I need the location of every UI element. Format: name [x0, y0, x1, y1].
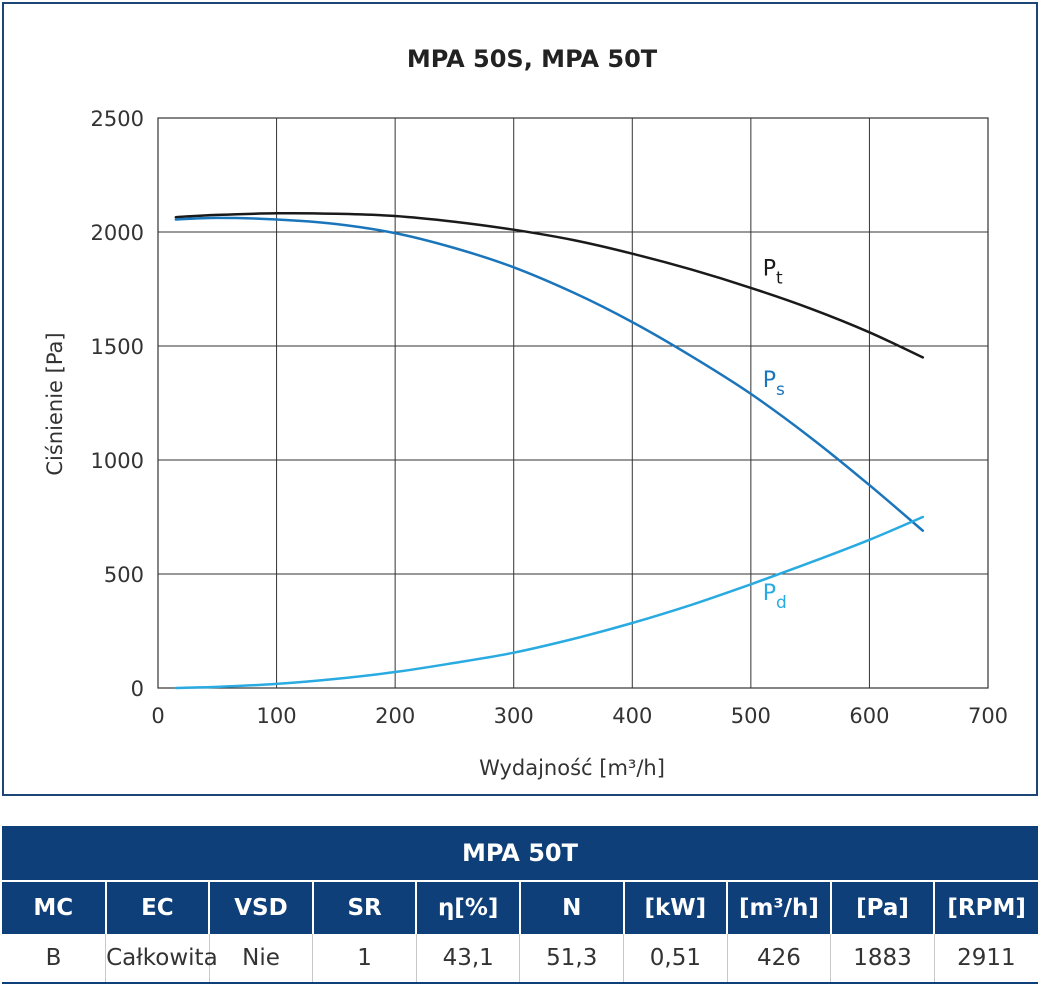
header-rpm: [RPM] — [934, 881, 1038, 934]
header-vsd: VSD — [209, 881, 314, 934]
header-mc: MC — [2, 881, 107, 934]
tick-layer: 0 100 200 300 400 500 600 700 0 500 1000 1500 2000 25… — [91, 107, 1009, 728]
cell-sr: 1 — [312, 934, 417, 984]
chart-title: MPA 50S, MPA 50T — [407, 45, 658, 73]
x-tick-label: 700 — [968, 704, 1008, 728]
cell-mc: B — [2, 934, 107, 984]
cell-vsd: Nie — [209, 934, 314, 984]
cell-pressure: 1883 — [830, 934, 935, 984]
cell-rpm: 2911 — [934, 934, 1038, 984]
header-airflow: [m³/h] — [727, 881, 832, 934]
y-tick-label: 1000 — [91, 449, 144, 473]
chart-frame: Pt Ps Pd 0 100 200 300 400 500 600 700 0 500 1000 150… — [2, 2, 1038, 796]
x-tick-label: 100 — [257, 704, 297, 728]
series-label-main: P — [763, 368, 776, 393]
x-tick-label: 200 — [375, 704, 415, 728]
series-label-main: P — [763, 256, 776, 281]
series-label-pd: Pd — [763, 581, 787, 613]
cell-power: 0,51 — [623, 934, 728, 984]
y-tick-label: 0 — [131, 677, 144, 701]
plot-area-border — [157, 117, 989, 689]
header-sr: SR — [312, 881, 418, 934]
series-label-subscript: s — [776, 380, 785, 400]
y-tick-label: 500 — [104, 563, 144, 587]
header-power: [kW] — [623, 881, 729, 934]
x-axis-label: Wydajność [m³/h] — [479, 756, 665, 780]
table-title: MPA 50T — [2, 826, 1038, 882]
series-line-pt — [174, 211, 925, 359]
y-tick-label: 2000 — [91, 221, 144, 245]
series-label-ps: Ps — [763, 368, 785, 400]
performance-table: MPA 50T MC EC VSD SR η[%] N [kW] [m³/h] … — [2, 826, 1038, 984]
x-tick-label: 600 — [849, 704, 889, 728]
header-efficiency: η[%] — [416, 881, 521, 934]
header-ec: EC — [105, 881, 211, 934]
x-tick-label: 300 — [494, 704, 534, 728]
cell-airflow: 426 — [727, 934, 832, 984]
y-axis-label: Ciśnienie [Pa] — [43, 332, 67, 475]
grid-layer — [157, 117, 989, 689]
header-pressure: [Pa] — [830, 881, 936, 934]
x-tick-label: 500 — [731, 704, 771, 728]
series-label-subscript: d — [776, 593, 787, 613]
table-row: B Całkowita Nie 1 43,1 51,3 0,51 426 188… — [2, 934, 1038, 984]
y-tick-label: 2500 — [91, 107, 144, 131]
y-tick-label: 1500 — [91, 335, 144, 359]
cell-n: 51,3 — [519, 934, 625, 984]
x-tick-label: 0 — [151, 704, 164, 728]
header-n: N — [519, 881, 625, 934]
table-header-row: MC EC VSD SR η[%] N [kW] [m³/h] [Pa] [RP… — [2, 881, 1038, 934]
x-tick-label: 400 — [612, 704, 652, 728]
series-label-pt: Pt — [763, 256, 783, 288]
series-line-ps — [174, 216, 925, 532]
table-title-row: MPA 50T — [2, 826, 1038, 882]
series-label-subscript: t — [776, 268, 783, 288]
cell-ec: Całkowita — [105, 934, 218, 984]
series-line-pd — [174, 515, 925, 690]
cell-efficiency: 43,1 — [416, 934, 521, 984]
series-label-main: P — [763, 581, 776, 606]
